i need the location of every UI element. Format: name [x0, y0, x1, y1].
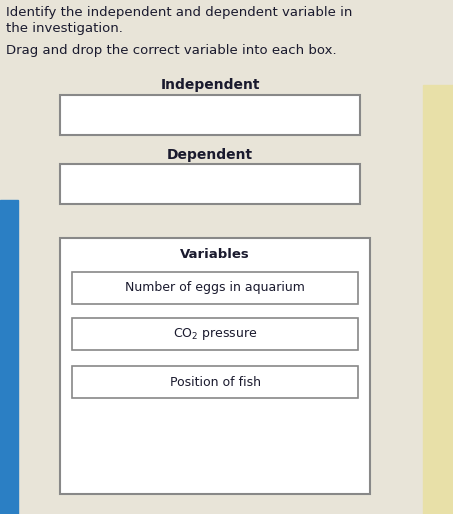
- Text: Position of fish: Position of fish: [169, 376, 260, 389]
- Text: CO$_2$ pressure: CO$_2$ pressure: [173, 326, 257, 342]
- Text: Dependent: Dependent: [167, 148, 253, 162]
- FancyBboxPatch shape: [60, 238, 370, 494]
- Bar: [0, 200, 18, 514]
- Text: Independent: Independent: [160, 78, 260, 92]
- Text: the investigation.: the investigation.: [6, 22, 123, 35]
- FancyBboxPatch shape: [60, 95, 360, 135]
- Text: Drag and drop the correct variable into each box.: Drag and drop the correct variable into …: [6, 44, 337, 57]
- Bar: [423, 85, 453, 514]
- Text: Identify the independent and dependent variable in: Identify the independent and dependent v…: [6, 6, 352, 19]
- FancyBboxPatch shape: [72, 366, 358, 398]
- FancyBboxPatch shape: [60, 164, 360, 204]
- FancyBboxPatch shape: [72, 318, 358, 350]
- FancyBboxPatch shape: [72, 272, 358, 304]
- Text: Number of eggs in aquarium: Number of eggs in aquarium: [125, 282, 305, 295]
- Text: Variables: Variables: [180, 248, 250, 261]
